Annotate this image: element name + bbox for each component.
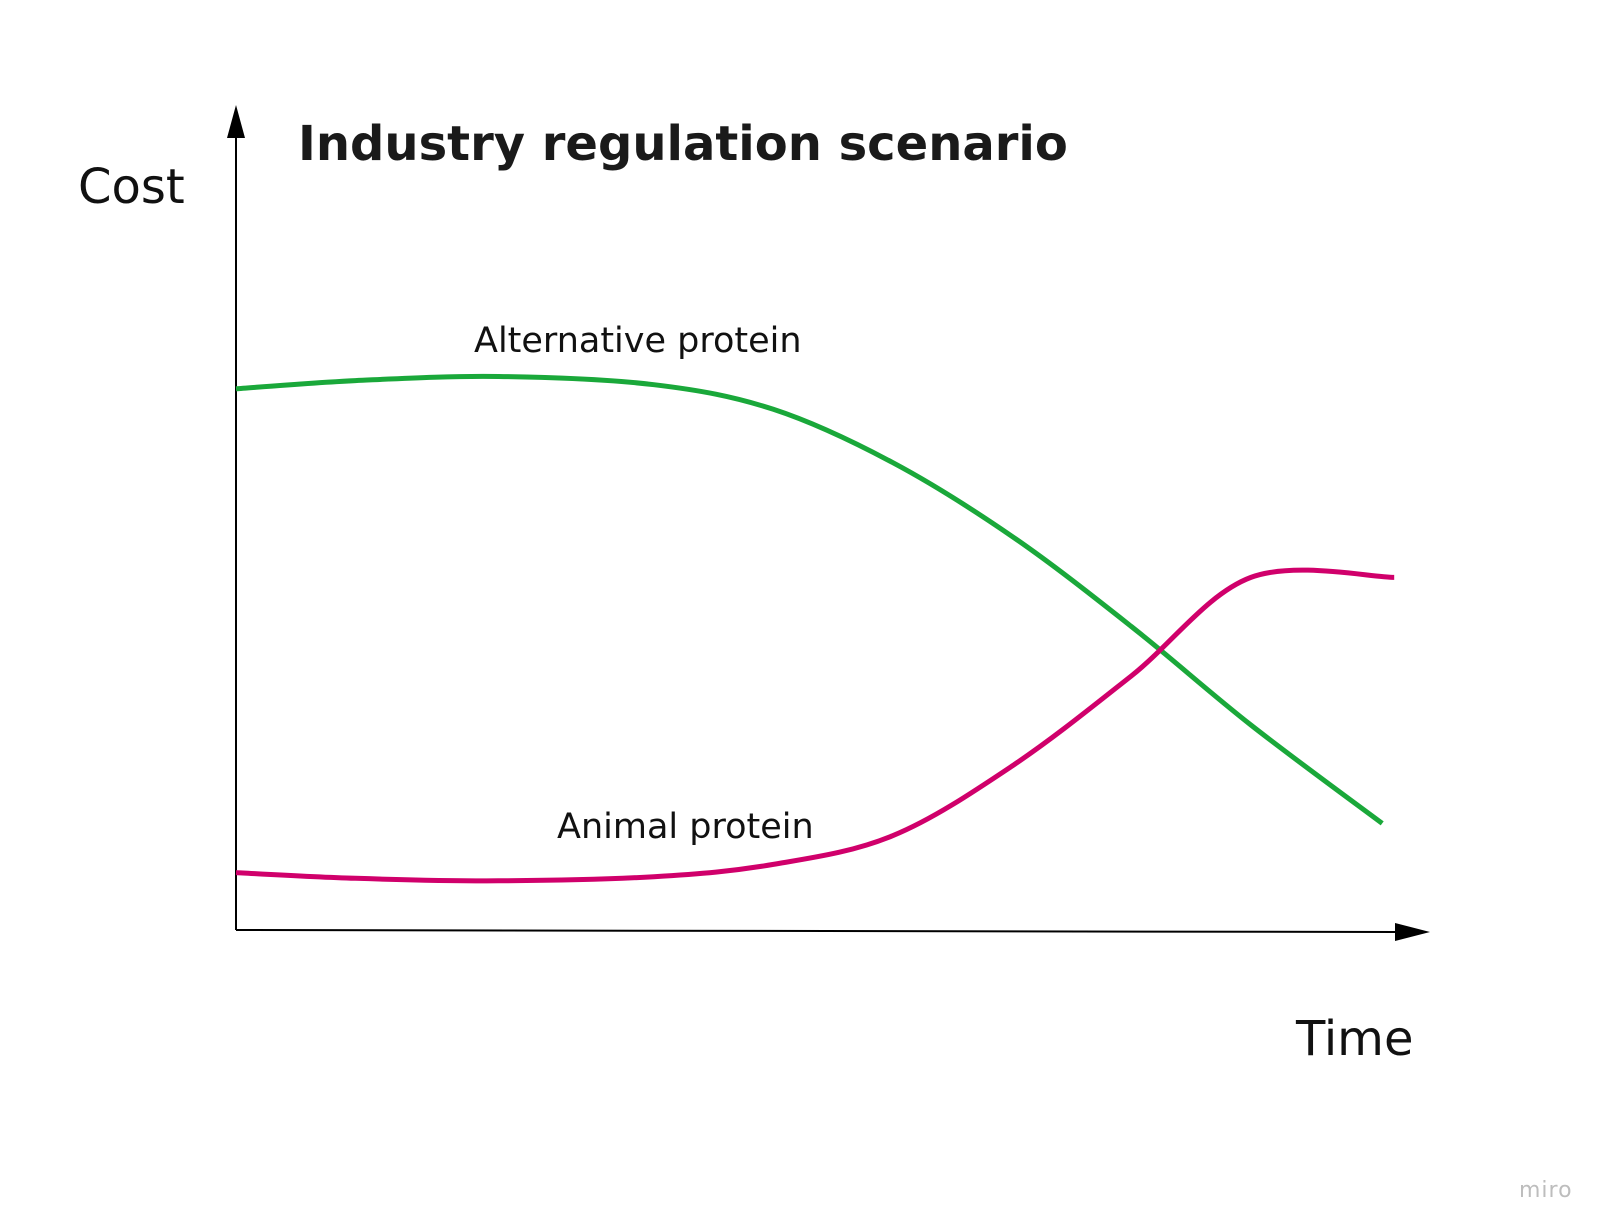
series-line-alternative-protein [235,373,1384,826]
miro-watermark: miro [1519,1178,1573,1203]
x-axis-arrow [1395,923,1430,941]
chart-title: Industry regulation scenario [298,116,1068,172]
y-axis-arrow [227,105,245,138]
y-axis-label: Cost [78,159,185,215]
x-axis [235,929,1396,933]
series-label-alternative-protein: Alternative protein [474,321,802,361]
x-axis-label: Time [1295,1011,1413,1067]
series-layer [235,373,1395,884]
series-line-animal-protein [235,567,1395,884]
series-label-animal-protein: Animal protein [557,807,814,847]
